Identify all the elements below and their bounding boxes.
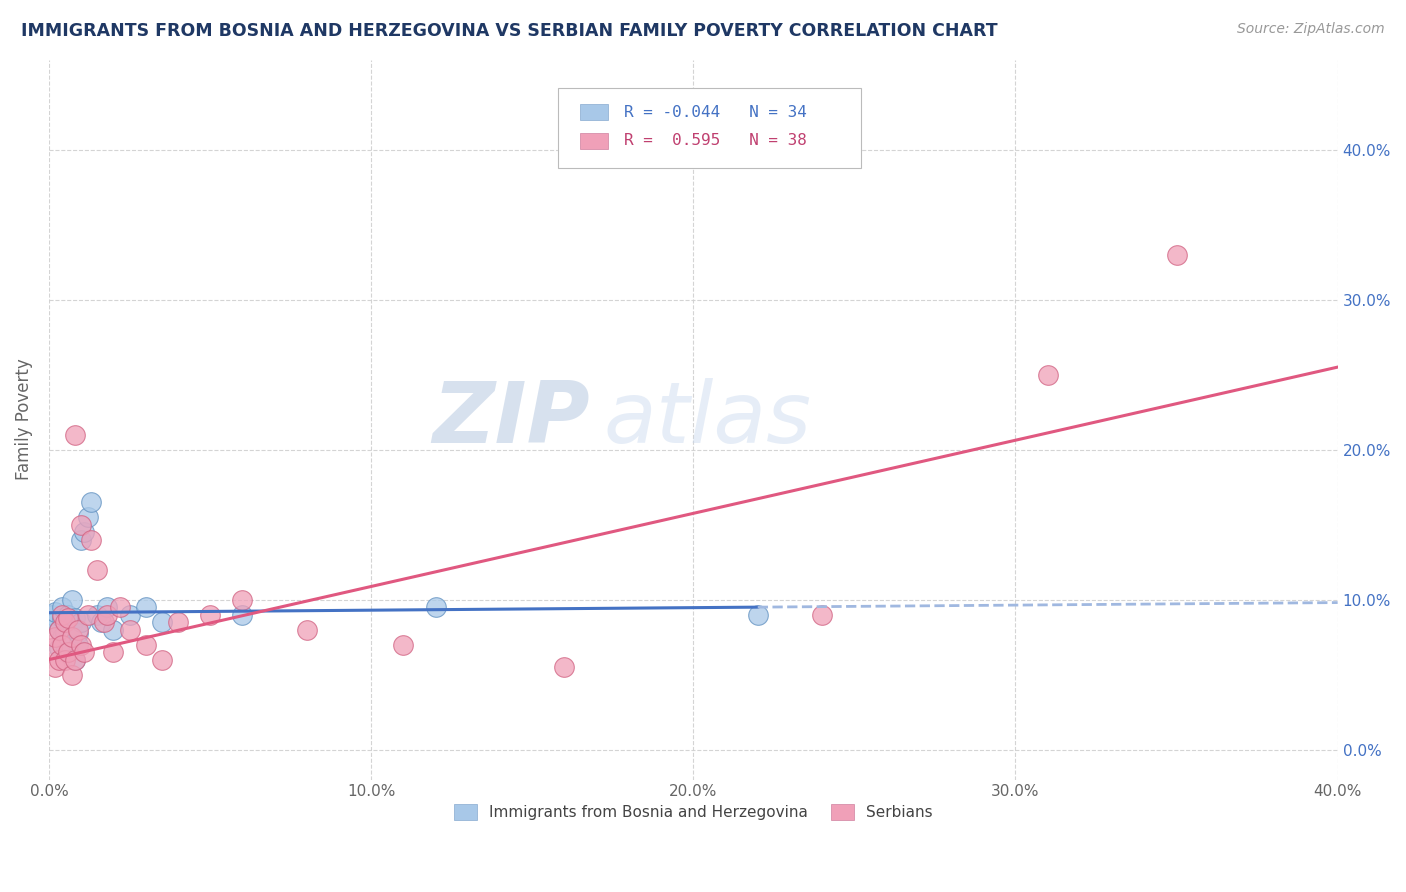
Point [48,623,70,637]
Point [66,638,89,652]
Point [150,615,173,629]
Point [60,618,83,632]
Point [53,652,76,666]
Text: R = -0.044   N = 34: R = -0.044 N = 34 [624,104,807,120]
Point [48,640,70,655]
Point [166,615,188,629]
Bar [579,104,609,120]
Y-axis label: Family Poverty: Family Poverty [15,359,32,481]
Point [58,610,80,624]
Point [63,610,86,624]
Point [70,533,93,547]
Point [60,592,83,607]
Point [198,607,221,622]
Point [63,652,86,666]
Point [76,510,98,524]
Point [86,607,108,622]
Point [295,623,318,637]
Text: IMMIGRANTS FROM BOSNIA AND HERZEGOVINA VS SERBIAN FAMILY POVERTY CORRELATION CHA: IMMIGRANTS FROM BOSNIA AND HERZEGOVINA V… [21,22,998,40]
Point [53,645,76,659]
Point [150,652,173,666]
Point [425,600,447,615]
Point [96,607,118,622]
Point [44,660,66,674]
Point [231,592,253,607]
Point [63,427,86,442]
Point [60,630,83,644]
Legend: Immigrants from Bosnia and Herzegovina, Serbians: Immigrants from Bosnia and Herzegovina, … [449,797,939,826]
Point [76,607,98,622]
Point [44,615,66,629]
Point [44,605,66,619]
Point [135,638,157,652]
Point [73,645,96,659]
Point [53,625,76,640]
Point [103,623,125,637]
Point [1166,247,1188,261]
Text: Source: ZipAtlas.com: Source: ZipAtlas.com [1237,22,1385,37]
Point [135,600,157,615]
Point [73,525,96,540]
Point [41,607,63,622]
Point [51,630,73,644]
Point [811,607,834,622]
Point [231,607,253,622]
Point [41,640,63,655]
Point [70,638,93,652]
Point [553,660,575,674]
Point [58,638,80,652]
Point [93,615,115,629]
Bar [579,133,609,149]
Point [58,607,80,622]
Point [44,630,66,644]
Text: ZIP: ZIP [433,378,591,461]
Point [66,623,89,637]
Point [86,563,108,577]
Point [747,607,769,622]
Point [96,600,118,615]
Point [60,667,83,681]
Point [118,607,141,622]
Point [89,615,111,629]
Point [70,517,93,532]
Point [51,607,73,622]
Point [51,610,73,624]
Point [1036,368,1059,382]
Text: R =  0.595   N = 38: R = 0.595 N = 38 [624,134,807,148]
Point [53,615,76,629]
Point [118,623,141,637]
Point [48,623,70,637]
Point [51,638,73,652]
Point [392,638,415,652]
FancyBboxPatch shape [558,88,860,168]
Point [48,652,70,666]
Point [63,652,86,666]
Text: atlas: atlas [603,378,811,461]
Point [80,495,103,509]
Point [80,533,103,547]
Point [103,645,125,659]
Point [108,600,131,615]
Point [60,630,83,644]
Point [70,615,93,629]
Point [66,625,89,640]
Point [51,600,73,615]
Point [58,645,80,659]
